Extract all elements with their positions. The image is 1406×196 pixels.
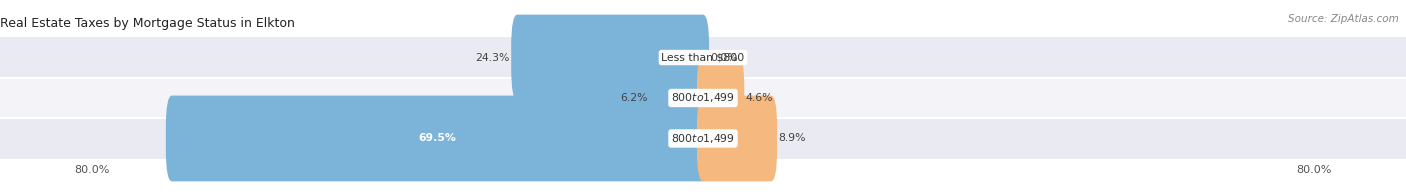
Text: 69.5%: 69.5% [419,133,457,143]
Text: 4.6%: 4.6% [745,93,773,103]
FancyBboxPatch shape [166,96,709,181]
Bar [0,78,1406,118]
Text: 6.2%: 6.2% [620,93,648,103]
Text: Less than $800: Less than $800 [661,53,745,63]
Text: 8.9%: 8.9% [779,133,806,143]
Bar [0,37,1406,78]
FancyBboxPatch shape [697,55,744,141]
Text: $800 to $1,499: $800 to $1,499 [671,92,735,104]
Text: 0.0%: 0.0% [710,53,738,63]
Text: Source: ZipAtlas.com: Source: ZipAtlas.com [1288,14,1399,24]
Bar [0,118,1406,159]
Text: $800 to $1,499: $800 to $1,499 [671,132,735,145]
Text: Real Estate Taxes by Mortgage Status in Elkton: Real Estate Taxes by Mortgage Status in … [0,17,295,30]
FancyBboxPatch shape [650,55,709,141]
FancyBboxPatch shape [512,15,709,100]
FancyBboxPatch shape [697,96,778,181]
Text: 24.3%: 24.3% [475,53,509,63]
